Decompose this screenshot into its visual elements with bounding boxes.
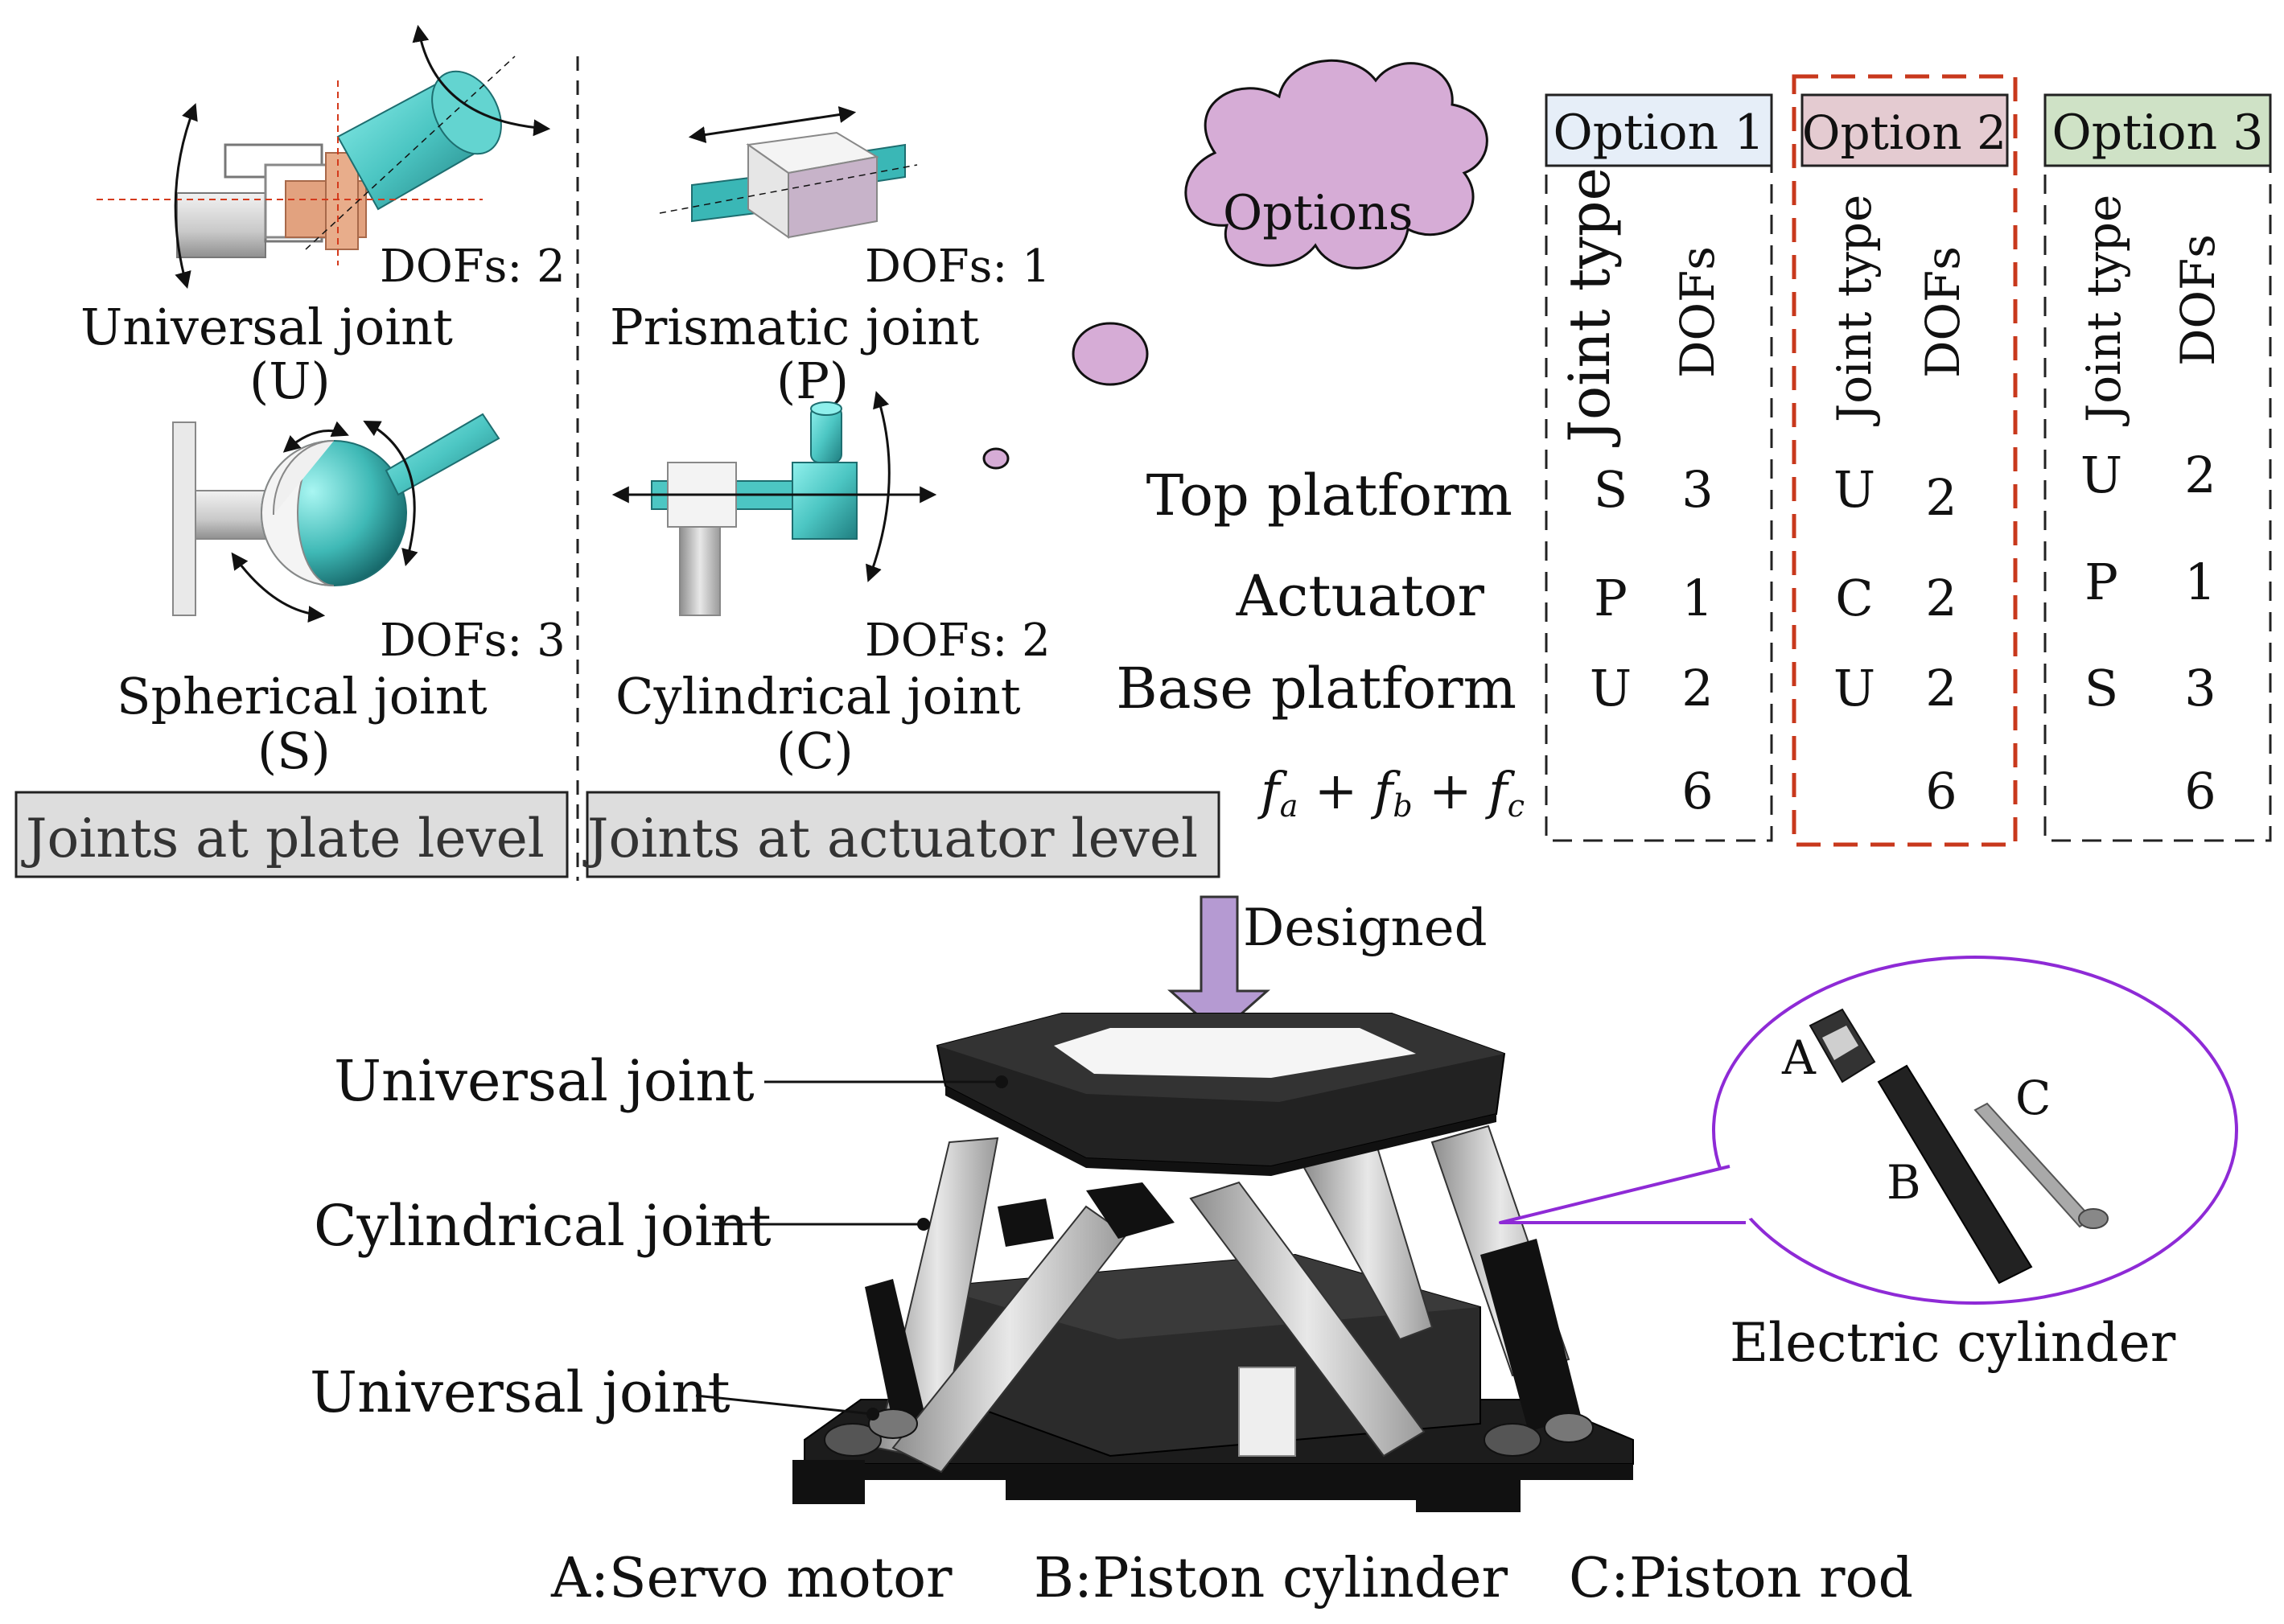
legend-piston-cylinder: B:Piston cylinder <box>1034 1547 1508 1610</box>
universal-joint-dofs: DOFs: 2 <box>380 241 566 293</box>
option-1-joint-top: S <box>1594 460 1628 519</box>
spherical-joint-name: Spherical joint <box>117 667 488 726</box>
option-3-title: Option 3 <box>2052 105 2264 161</box>
designed-label: Designed <box>1243 898 1488 958</box>
option-3-dofs-base: 3 <box>2184 659 2216 717</box>
option-1-dofs-top: 3 <box>1681 460 1713 519</box>
actuator-joint-leader-dot <box>917 1218 930 1231</box>
piston-cylinder-part <box>1877 1064 2033 1285</box>
prismatic-joint-abbr: (P) <box>776 352 849 410</box>
spherical-joint-dofs: DOFs: 3 <box>380 615 566 667</box>
option-3-dofs-header: DOFs <box>2171 234 2225 366</box>
option-1-header <box>1545 93 1773 167</box>
stewart-platform-illustration <box>792 1013 1634 1512</box>
option-2-column: Option 2 Joint type DOFs U 2 C 2 U 2 6 <box>1792 74 2018 847</box>
legend-servo-motor: A:Servo motor <box>550 1547 953 1610</box>
option-3-joint-top: U <box>2080 446 2122 504</box>
option-3-dofs-actuator: 1 <box>2184 553 2216 611</box>
prismatic-joint-dofs: DOFs: 1 <box>865 241 1051 293</box>
option-2-dofs-base: 2 <box>1925 659 1957 717</box>
options-cloud <box>982 59 1488 470</box>
options-cloud-label: Options <box>1223 185 1413 241</box>
cylindrical-joint-name: Cylindrical joint <box>615 667 1021 726</box>
actuator-level-box <box>586 791 1220 878</box>
cylindrical-joint-dofs: DOFs: 2 <box>865 615 1051 667</box>
option-2-joint-type-header: Joint type <box>1827 195 1882 426</box>
option-2-dofs-sum: 6 <box>1925 762 1957 820</box>
bottom-joint-leader <box>695 1394 874 1416</box>
option-3-dofs-top: 2 <box>2184 446 2216 504</box>
part-label-b: B <box>1887 1155 1921 1210</box>
prismatic-joint-illustration <box>659 106 918 239</box>
part-label-a: A <box>1781 1030 1817 1085</box>
option-1-dofs-header: DOFs <box>1670 246 1725 378</box>
bottom-joint-label: Universal joint <box>310 1359 730 1425</box>
option-1-dofs-sum: 6 <box>1681 762 1713 820</box>
option-2-dofs-header: DOFs <box>1916 246 1970 378</box>
row-label-base-platform: Base platform <box>1116 656 1516 722</box>
option-2-joint-base: U <box>1833 659 1875 717</box>
option-2-header <box>1800 93 2009 167</box>
option-3-frame <box>2043 163 2272 842</box>
actuator-joint-label: Cylindrical joint <box>314 1193 772 1259</box>
row-label-actuator: Actuator <box>1236 563 1485 629</box>
designed-arrow <box>1167 895 1270 1036</box>
option-2-dofs-top: 2 <box>1925 468 1957 527</box>
part-label-c: C <box>2015 1071 2051 1125</box>
option-3-joint-type-header: Joint type <box>2076 195 2131 426</box>
option-1-joint-base: U <box>1590 659 1632 717</box>
universal-joint-name: Universal joint <box>80 298 453 356</box>
plate-level-box <box>14 791 569 878</box>
option-1-dofs-base: 2 <box>1681 659 1713 717</box>
option-1-joint-actuator: P <box>1594 569 1628 627</box>
option-2-joint-top: U <box>1833 460 1875 519</box>
option-1-title: Option 1 <box>1554 105 1765 161</box>
option-1-joint-type-header: Joint type <box>1557 167 1623 447</box>
option-3-joint-actuator: P <box>2084 553 2118 611</box>
option-3-joint-base: S <box>2084 659 2118 717</box>
top-joint-leader-dot <box>995 1075 1008 1088</box>
option-3-column: Option 3 Joint type DOFs U 2 P 1 S 3 6 <box>2043 93 2272 842</box>
universal-joint-illustration <box>97 24 551 290</box>
cylindrical-joint-illustration <box>611 390 937 616</box>
row-label-dof-sum: fa + fb + fc <box>1257 762 1525 824</box>
option-2-title: Option 2 <box>1802 105 2006 160</box>
spherical-joint-illustration <box>172 413 500 623</box>
servo-motor-part <box>1809 1008 1876 1083</box>
actuator-level-label: Joints at actuator level <box>582 808 1198 870</box>
option-2-joint-actuator: C <box>1835 569 1873 627</box>
cylindrical-joint-abbr: (C) <box>776 722 854 780</box>
electric-cylinder-title: Electric cylinder <box>1730 1312 2176 1374</box>
spherical-joint-abbr: (S) <box>257 722 331 780</box>
legend-piston-rod: C:Piston rod <box>1569 1547 1913 1610</box>
bottom-joint-leader-dot <box>866 1408 879 1420</box>
universal-joint-abbr: (U) <box>249 352 331 410</box>
top-joint-label: Universal joint <box>334 1048 755 1114</box>
option-3-header <box>2043 93 2272 167</box>
option-1-dofs-actuator: 1 <box>1681 569 1713 627</box>
prismatic-joint-name: Prismatic joint <box>610 298 979 356</box>
option-2-dofs-actuator: 2 <box>1925 569 1957 627</box>
row-label-top-platform: Top platform <box>1146 463 1512 528</box>
option-2-highlight-frame <box>1792 74 2018 847</box>
option-1-frame <box>1545 163 1773 842</box>
electric-cylinder-bubble <box>1499 956 2238 1305</box>
option-1-column: Option 1 Joint type DOFs S 3 P 1 U 2 6 <box>1545 93 1773 842</box>
plate-level-label: Joints at plate level <box>21 808 545 870</box>
option-3-dofs-sum: 6 <box>2184 762 2216 820</box>
